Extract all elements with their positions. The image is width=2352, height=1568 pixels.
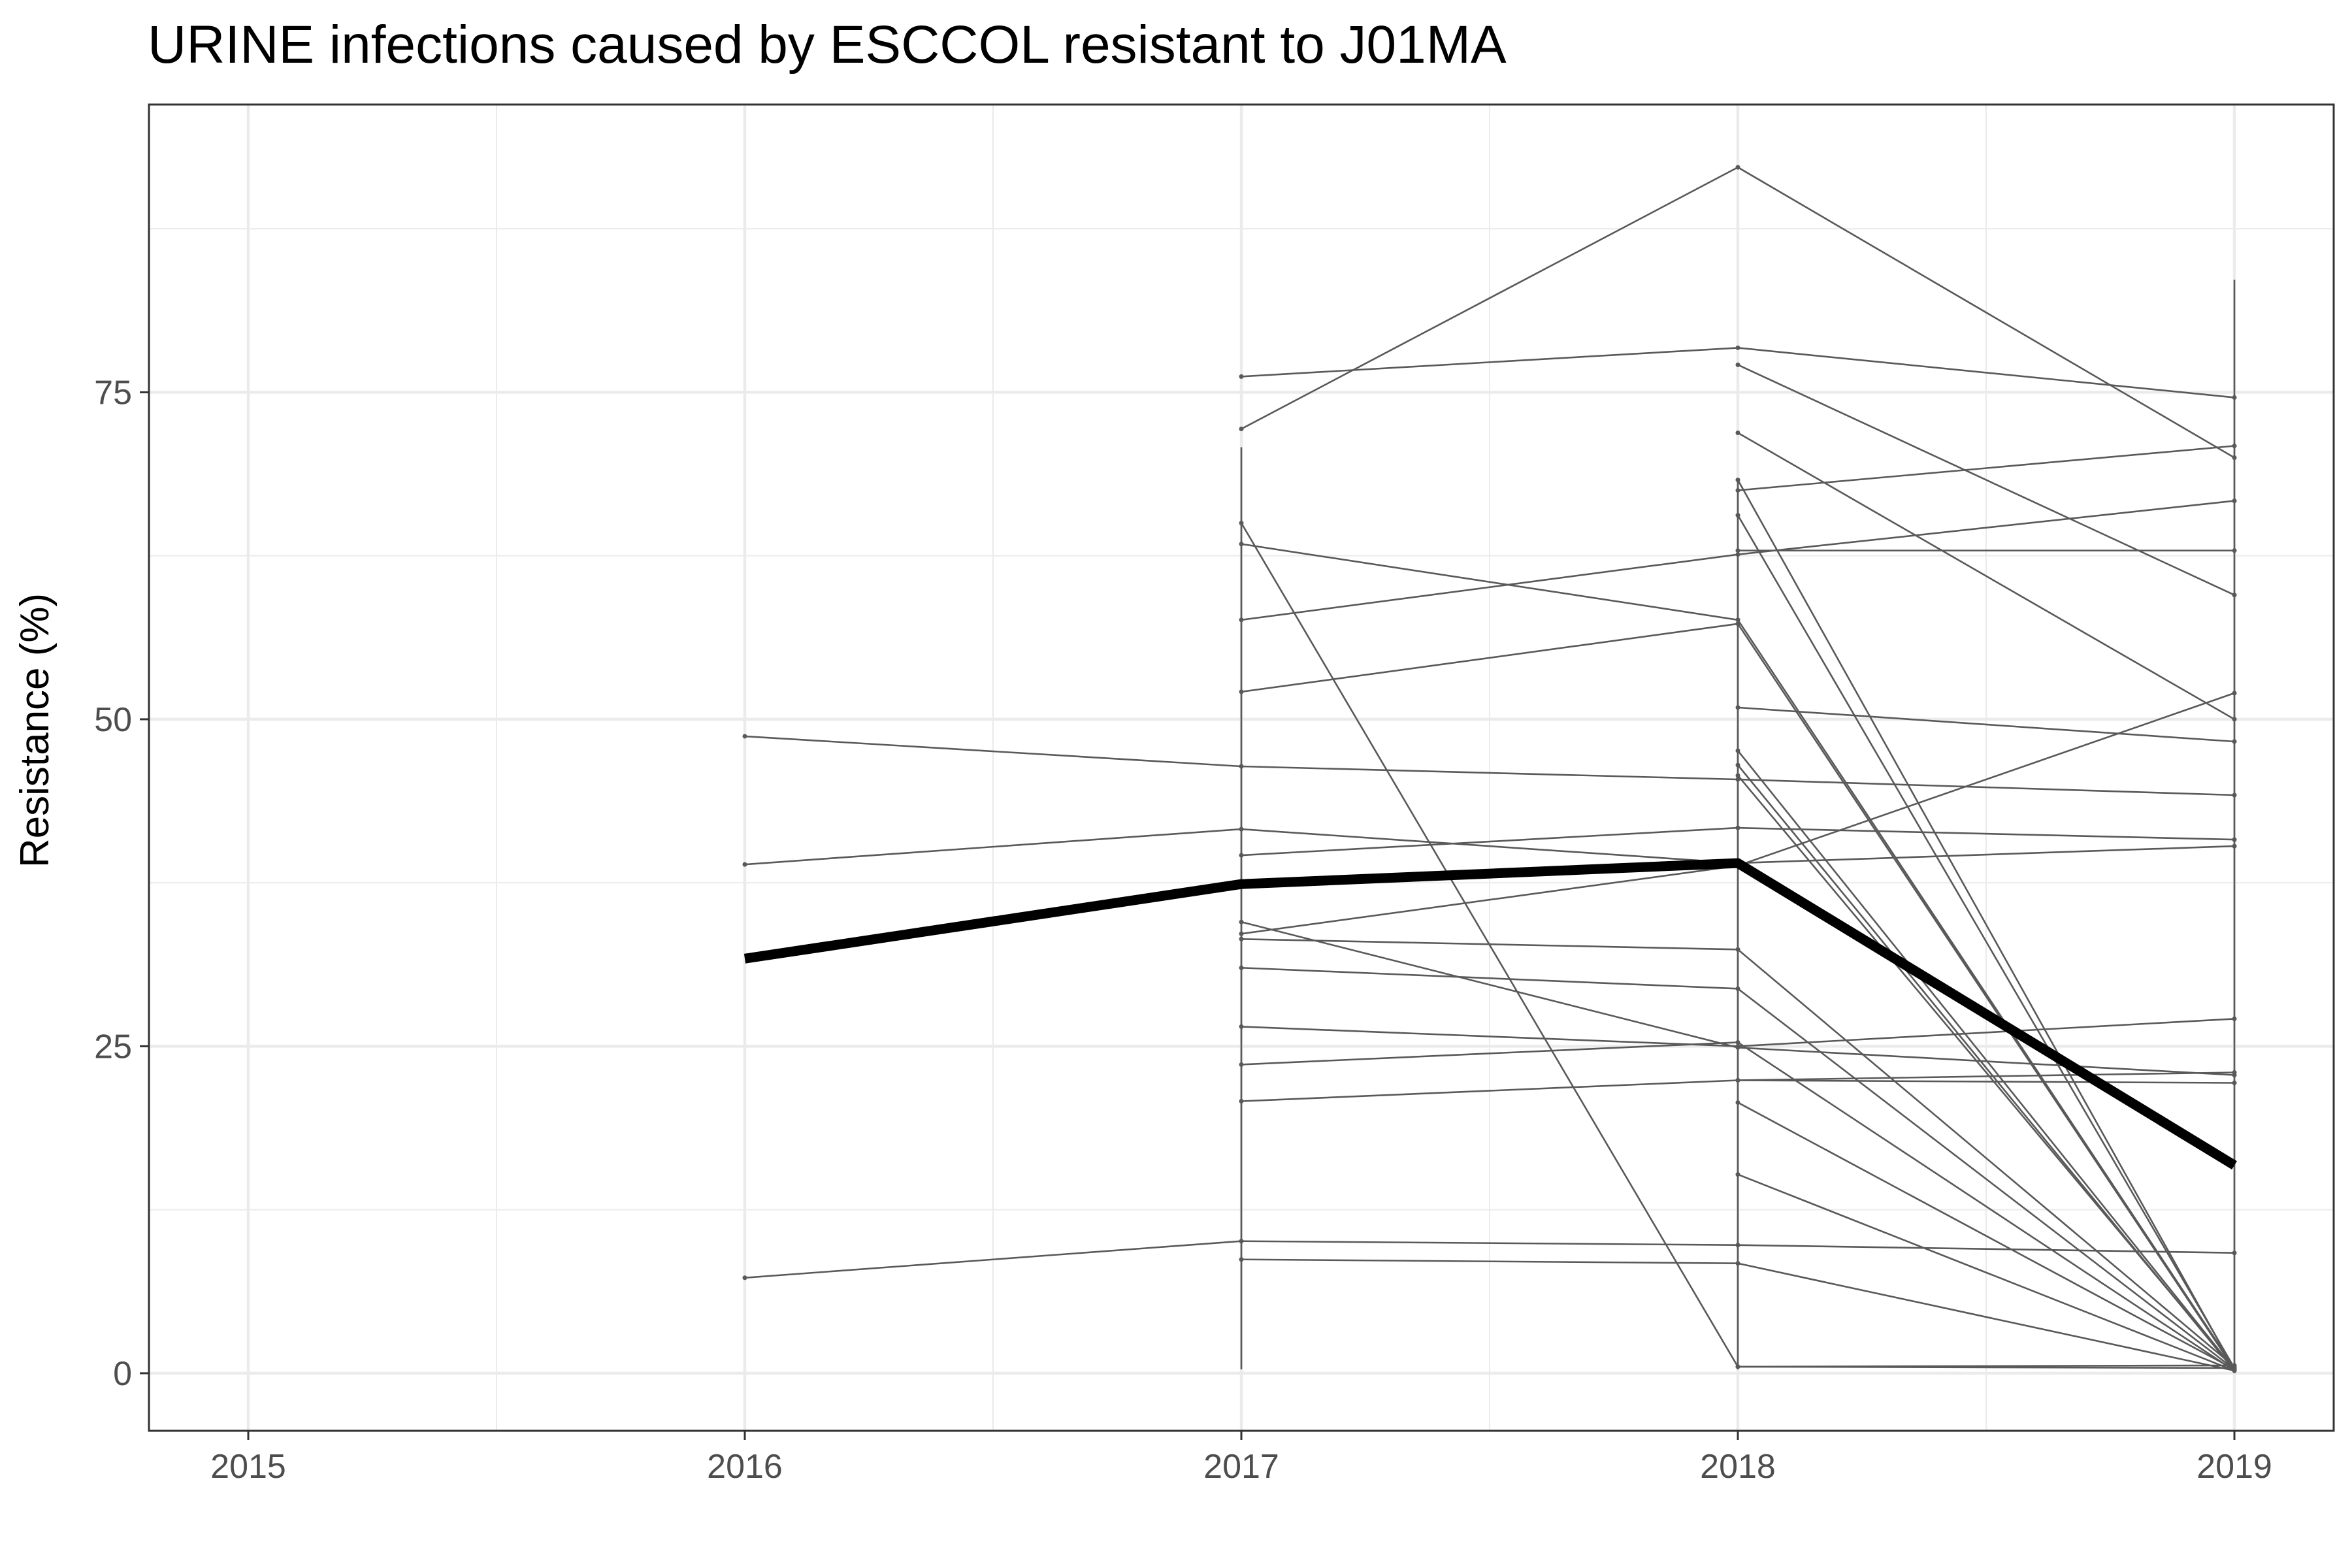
series-point bbox=[1735, 552, 1740, 557]
series-line bbox=[1737, 432, 2235, 721]
series-point bbox=[1239, 965, 1244, 970]
series-point bbox=[1239, 919, 1244, 924]
x-tick-label: 2017 bbox=[1203, 1448, 1279, 1486]
series-line bbox=[1737, 775, 2235, 1370]
series-point bbox=[1239, 1257, 1244, 1262]
series-line bbox=[744, 735, 2235, 796]
x-tick-label: 2015 bbox=[210, 1448, 286, 1486]
series-point bbox=[1239, 426, 1244, 431]
series-point bbox=[1735, 362, 1740, 367]
x-tick-label: 2016 bbox=[707, 1448, 783, 1486]
y-tick-label: 25 bbox=[94, 1028, 132, 1066]
series-point bbox=[742, 862, 747, 867]
series-point bbox=[2232, 717, 2237, 722]
series-line bbox=[1737, 750, 2236, 1370]
series-line bbox=[1737, 1364, 2235, 1368]
series-line bbox=[1737, 1173, 2235, 1372]
series-point bbox=[742, 1275, 747, 1281]
series-point bbox=[1239, 1099, 1244, 1104]
series-point bbox=[1239, 1062, 1244, 1067]
series-point bbox=[1239, 617, 1244, 623]
series-point bbox=[2232, 548, 2237, 553]
series-line bbox=[1737, 1079, 2235, 1084]
series-point bbox=[2232, 691, 2237, 696]
series-point bbox=[1735, 947, 1740, 952]
series-line bbox=[1737, 445, 2235, 491]
series-point bbox=[1239, 853, 1244, 858]
series-point bbox=[1735, 1172, 1740, 1177]
series-point bbox=[2232, 455, 2237, 461]
series-line bbox=[744, 828, 2235, 866]
series-point bbox=[1239, 689, 1244, 694]
overall-series-line bbox=[743, 858, 2237, 1170]
series-line bbox=[744, 1240, 2235, 1279]
series-point bbox=[1735, 165, 1740, 170]
series-point bbox=[1239, 374, 1244, 379]
series-point bbox=[1735, 1100, 1740, 1105]
series-point bbox=[1735, 748, 1740, 753]
y-tick-label: 0 bbox=[113, 1355, 132, 1393]
series-point bbox=[1239, 826, 1244, 832]
series-point bbox=[1239, 521, 1244, 526]
series-point bbox=[1239, 1024, 1244, 1029]
series-point bbox=[1735, 621, 1740, 627]
series-point bbox=[1239, 764, 1244, 769]
series-point bbox=[1239, 542, 1244, 547]
series-point bbox=[2232, 1016, 2237, 1021]
series-point bbox=[2232, 837, 2237, 842]
series-point bbox=[742, 734, 747, 739]
series-point bbox=[2232, 498, 2237, 504]
series-point bbox=[2232, 1368, 2237, 1373]
series-point bbox=[1735, 478, 1740, 483]
overall-line bbox=[743, 858, 2237, 1170]
series-point bbox=[1735, 513, 1740, 518]
series-line bbox=[1737, 514, 2236, 1369]
series-point bbox=[2232, 1363, 2237, 1368]
y-tick-label: 50 bbox=[94, 701, 132, 739]
series-line bbox=[1737, 364, 2235, 596]
series-point bbox=[2232, 792, 2237, 798]
series-point bbox=[1735, 1364, 1740, 1369]
series-point bbox=[1735, 1261, 1740, 1266]
series-point bbox=[2232, 593, 2237, 598]
series-point bbox=[1735, 617, 1740, 623]
series-point bbox=[2232, 395, 2237, 400]
series-point bbox=[2232, 1080, 2237, 1085]
series-point bbox=[1735, 488, 1740, 493]
series-point bbox=[1735, 1039, 1740, 1045]
series-point bbox=[2232, 444, 2237, 449]
series-point bbox=[1735, 345, 1740, 350]
series-line bbox=[1737, 1102, 2235, 1371]
y-axis-label: Resistance (%) bbox=[12, 593, 57, 868]
series-point bbox=[2232, 1070, 2237, 1075]
series-point bbox=[1735, 762, 1740, 768]
series-point bbox=[1239, 1239, 1244, 1244]
series-point bbox=[1735, 548, 1740, 553]
series-point bbox=[1735, 1077, 1740, 1083]
y-tick-label: 75 bbox=[94, 374, 132, 412]
series-point bbox=[1735, 773, 1740, 778]
axes bbox=[140, 103, 2335, 1440]
series-point bbox=[1239, 936, 1244, 941]
series-point bbox=[2232, 1250, 2237, 1256]
series-lines bbox=[742, 165, 2237, 1373]
x-tick-label: 2018 bbox=[1700, 1448, 1776, 1486]
chart-title: URINE infections caused by ESCCOL resist… bbox=[148, 15, 1507, 74]
series-point bbox=[1735, 986, 1740, 991]
tick-labels: 2015 2016 2017 2018 2019 0 25 50 75 bbox=[94, 374, 2272, 1486]
x-tick-label: 2019 bbox=[2197, 1448, 2272, 1486]
series-point bbox=[1735, 430, 1740, 435]
series-point bbox=[1735, 825, 1740, 830]
series-point bbox=[1735, 705, 1740, 710]
series-point bbox=[2232, 843, 2237, 849]
series-line bbox=[1737, 706, 2235, 743]
series-point bbox=[1735, 777, 1740, 782]
series-point bbox=[1735, 1243, 1740, 1248]
series-point bbox=[1735, 1043, 1740, 1049]
series-point bbox=[2232, 739, 2237, 744]
series-point bbox=[1239, 931, 1244, 936]
series-line bbox=[1737, 479, 2236, 1370]
